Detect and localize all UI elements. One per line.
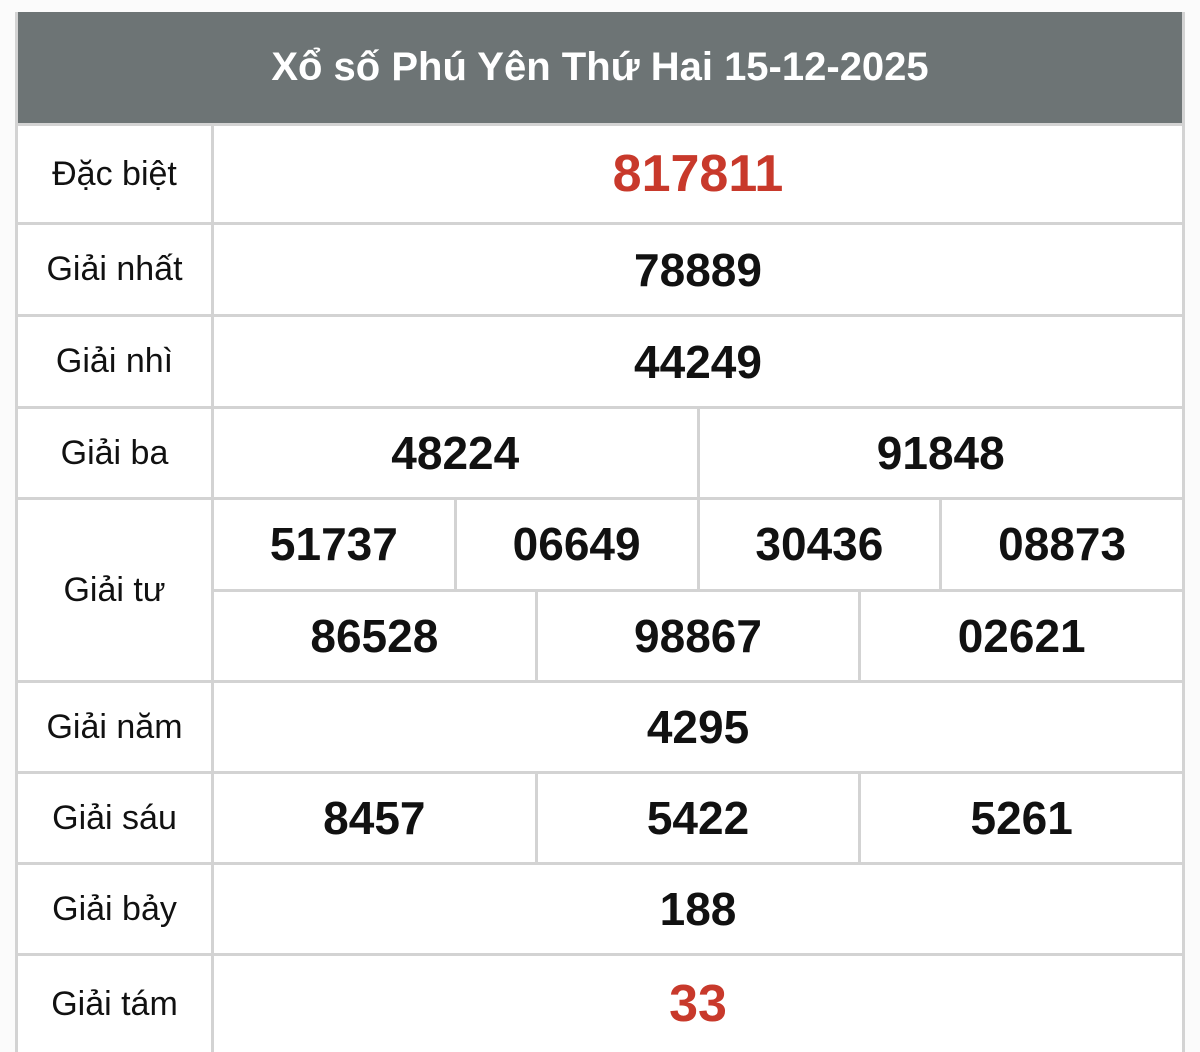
prize-number: 51737 [269,518,398,571]
prize-number: 8457 [323,792,426,844]
prize-number: 02621 [858,591,1182,680]
prize-number: 48224 [391,427,520,479]
prize-row: Giải nhì 44249 [18,314,1182,406]
prize-row: Giải bảy 188 [18,862,1182,953]
prize-row: Giải tám 33 [18,953,1182,1052]
prize-label: Giải nhì [18,317,214,406]
prize-row: Đặc biệt 817811 [18,123,1182,222]
prize-number: 30436 [696,500,940,589]
prize-label: Giải sáu [18,774,214,862]
prize-number: 06649 [453,500,697,589]
prize-row: Giải sáu 8457 5422 5261 [18,771,1182,862]
prize-number: 08873 [939,500,1182,589]
prize-row: Giải nhất 78889 [18,222,1182,314]
prize-number: 817811 [612,145,784,203]
prize-number: 86528 [310,609,439,662]
table-title: Xổ số Phú Yên Thứ Hai 15-12-2025 [18,12,1182,123]
prize-number: 4295 [646,701,750,753]
prize-row: Giải năm 4295 [18,680,1182,771]
prize-number: 91848 [696,409,1183,497]
prize-label: Giải tám [18,956,214,1052]
prize-number: 5422 [534,774,859,862]
prize-number: 188 [659,883,737,935]
prize-label: Đặc biệt [18,126,214,222]
prize-number: 33 [669,975,727,1033]
prize-number: 78889 [634,243,762,296]
prize-number: 44249 [634,335,762,388]
prize-number: 5261 [858,774,1182,862]
prize-label: Giải nhất [18,225,214,314]
prize-label: Giải năm [18,683,214,771]
lottery-results-table: Xổ số Phú Yên Thứ Hai 15-12-2025 Đặc biệ… [15,12,1185,1052]
prize-row: Giải tư 51737 06649 30436 08873 86528 98867 026… [18,497,1182,680]
prize-row: Giải ba 48224 91848 [18,406,1182,497]
prize-label: Giải bảy [18,865,214,953]
prize-label: Giải ba [18,409,214,497]
prize-label: Giải tư [18,500,214,680]
prize-number: 98867 [534,591,859,680]
